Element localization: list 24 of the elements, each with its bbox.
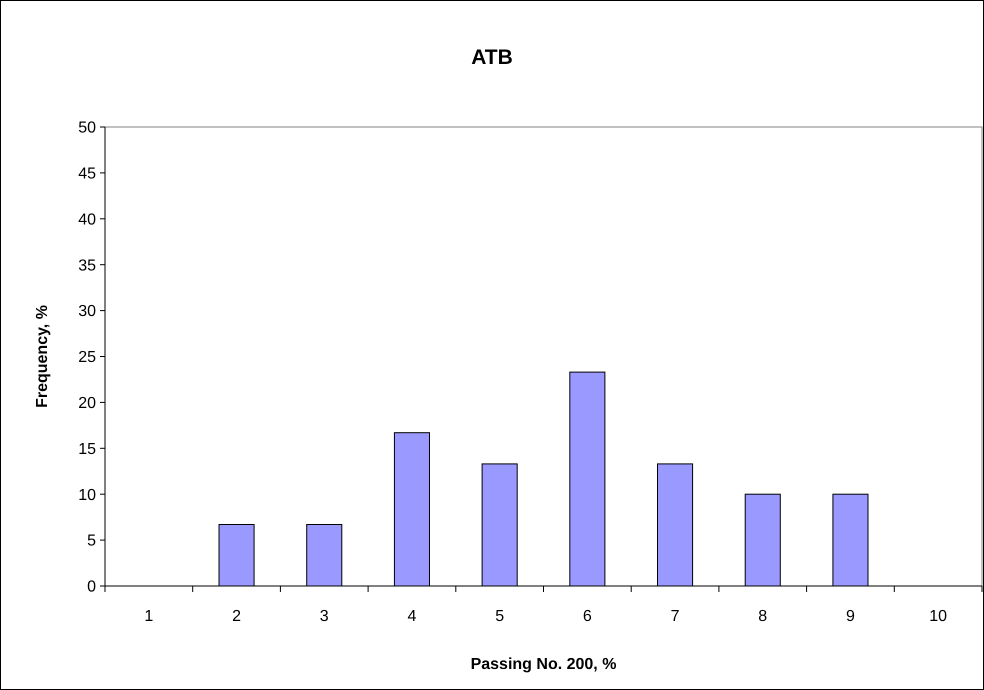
y-tick-label: 20: [78, 395, 96, 412]
chart-title: ATB: [471, 46, 513, 69]
x-tick-label: 9: [846, 608, 855, 625]
y-tick-label: 10: [78, 486, 96, 504]
y-tick-label: 40: [78, 211, 96, 228]
x-tick-label: 6: [582, 608, 592, 625]
x-tick-label: 4: [407, 608, 416, 625]
x-tick-label: 3: [320, 608, 329, 625]
y-tick-label: 30: [78, 303, 96, 320]
x-tick-label: 7: [670, 608, 680, 625]
x-tick-label: 10: [929, 608, 948, 625]
x-axis-title: Passing No. 200, %: [470, 656, 616, 673]
y-tick-label: 0: [87, 578, 96, 596]
y-tick-label: 15: [78, 440, 96, 458]
y-axis-title: Frequency, %: [34, 305, 51, 408]
x-tick-label: 2: [232, 608, 242, 625]
y-tick-label: 50: [78, 120, 96, 137]
y-tick-label: 35: [78, 257, 96, 274]
y-tick-label: 5: [87, 532, 96, 550]
x-tick-label: 1: [144, 608, 154, 625]
y-tick-label: 45: [78, 166, 96, 182]
x-tick-label: 5: [495, 608, 504, 625]
y-tick-label: 25: [78, 349, 96, 366]
x-tick-label: 8: [758, 608, 768, 625]
